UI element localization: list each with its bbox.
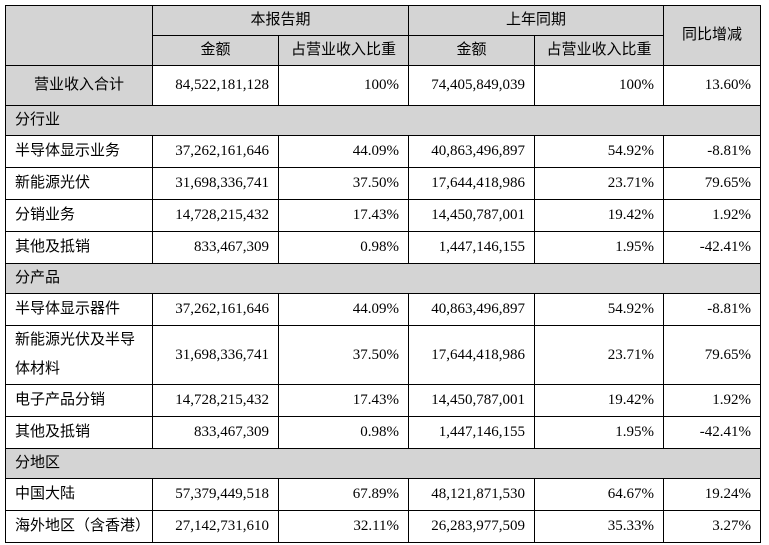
section-header-label: 分产品 xyxy=(4,263,762,294)
amount-current: 57,379,449,518 xyxy=(152,478,279,511)
amount-prior: 40,863,496,897 xyxy=(408,135,536,168)
header-row-periods: 本报告期 上年同期 同比增减 xyxy=(5,5,762,66)
row-label: 分销业务 xyxy=(5,199,153,232)
yoy-change: -42.41% xyxy=(663,231,762,264)
row-label: 半导体显示器件 xyxy=(5,293,153,326)
pct-current: 37.50% xyxy=(277,325,410,385)
amount-prior: 17,644,418,986 xyxy=(408,167,536,200)
table-row: 其他及抵销 833,467,309 0.98% 1,447,146,155 1.95% -… xyxy=(5,416,762,449)
amount-current: 833,467,309 xyxy=(152,231,279,264)
amount-current: 31,698,336,741 xyxy=(152,325,279,385)
table-row: 海外地区（含香港） 27,142,731,610 32.11% 26,283,977,… xyxy=(5,510,762,543)
pct-prior: 1.95% xyxy=(534,416,665,449)
pct-prior: 1.95% xyxy=(534,231,665,264)
pct-prior: 35.33% xyxy=(534,510,665,543)
pct-current: 44.09% xyxy=(277,293,410,326)
row-label: 营业收入合计 xyxy=(5,65,153,106)
yoy-change: 13.60% xyxy=(663,65,762,106)
corner-cell xyxy=(5,5,153,66)
pct-prior: 54.92% xyxy=(534,135,665,168)
row-label: 其他及抵销 xyxy=(5,231,153,264)
amount-prior: 14,450,787,001 xyxy=(408,199,536,232)
header-pct-prior: 占营业收入比重 xyxy=(534,35,665,66)
row-label: 其他及抵销 xyxy=(5,416,153,449)
yoy-change: 19.24% xyxy=(663,478,762,511)
table-row: 半导体显示器件 37,262,161,646 44.09% 40,863,496,89… xyxy=(5,293,762,326)
amount-current: 833,467,309 xyxy=(152,416,279,449)
amount-current: 31,698,336,741 xyxy=(152,167,279,200)
pct-current: 67.89% xyxy=(277,478,410,511)
amount-current: 37,262,161,646 xyxy=(152,293,279,326)
pct-prior: 19.42% xyxy=(534,199,665,232)
pct-prior: 19.42% xyxy=(534,384,665,417)
section-header-label: 分行业 xyxy=(4,105,762,136)
table-row: 半导体显示业务 37,262,161,646 44.09% 40,863,496,89… xyxy=(5,135,762,168)
pct-prior: 23.71% xyxy=(534,167,665,200)
pct-current: 32.11% xyxy=(277,510,410,543)
row-label: 海外地区（含香港） xyxy=(5,510,153,543)
yoy-change: -8.81% xyxy=(663,135,762,168)
table-row: 营业收入合计 84,522,181,128 100% 74,405,849,039 10… xyxy=(5,65,762,106)
row-label: 半导体显示业务 xyxy=(5,135,153,168)
pct-current: 37.50% xyxy=(277,167,410,200)
pct-current: 0.98% xyxy=(277,416,410,449)
pct-current: 17.43% xyxy=(277,199,410,232)
yoy-change: 79.65% xyxy=(663,167,762,200)
section-row: 分地区 xyxy=(4,448,762,479)
amount-prior: 1,447,146,155 xyxy=(408,416,536,449)
yoy-change: -42.41% xyxy=(663,416,762,449)
pct-prior: 100% xyxy=(534,65,665,106)
amount-prior: 40,863,496,897 xyxy=(408,293,536,326)
amount-current: 14,728,215,432 xyxy=(152,384,279,417)
yoy-change: 3.27% xyxy=(663,510,762,543)
table-row: 分销业务 14,728,215,432 17.43% 14,450,787,001 19… xyxy=(5,199,762,232)
amount-prior: 17,644,418,986 xyxy=(408,325,536,385)
row-label: 新能源光伏 xyxy=(5,167,153,200)
header-pct-current: 占营业收入比重 xyxy=(277,35,410,66)
amount-prior: 14,450,787,001 xyxy=(408,384,536,417)
header-amount-prior: 金额 xyxy=(408,35,536,66)
pct-current: 17.43% xyxy=(277,384,410,417)
pct-prior: 64.67% xyxy=(534,478,665,511)
amount-prior: 48,121,871,530 xyxy=(408,478,536,511)
header-yoy-change: 同比增减 xyxy=(663,5,762,66)
section-row: 分产品 xyxy=(4,263,762,294)
table-body: 营业收入合计 84,522,181,128 100% 74,405,849,039 10… xyxy=(4,65,762,543)
section-header-label: 分地区 xyxy=(4,448,762,479)
header-amount-current: 金额 xyxy=(152,35,279,66)
yoy-change: -8.81% xyxy=(663,293,762,326)
pct-prior: 23.71% xyxy=(534,325,665,385)
section-row: 分行业 xyxy=(4,105,762,136)
amount-current: 84,522,181,128 xyxy=(152,65,279,106)
pct-prior: 54.92% xyxy=(534,293,665,326)
table-row: 新能源光伏及半导体材料 31,698,336,741 37.50% 17,644,41… xyxy=(5,325,762,385)
amount-current: 27,142,731,610 xyxy=(152,510,279,543)
amount-prior: 74,405,849,039 xyxy=(408,65,536,106)
amount-prior: 1,447,146,155 xyxy=(408,231,536,264)
yoy-change: 1.92% xyxy=(663,384,762,417)
amount-current: 37,262,161,646 xyxy=(152,135,279,168)
amount-current: 14,728,215,432 xyxy=(152,199,279,232)
row-label: 中国大陆 xyxy=(5,478,153,511)
row-label: 新能源光伏及半导体材料 xyxy=(5,325,153,385)
header-prior-period: 上年同期 xyxy=(408,5,665,36)
revenue-table: 本报告期 上年同期 同比增减 金额 占营业收入比重 金额 占营业收入比重 营业收… xyxy=(4,5,762,543)
pct-current: 0.98% xyxy=(277,231,410,264)
amount-prior: 26,283,977,509 xyxy=(408,510,536,543)
table-row: 新能源光伏 31,698,336,741 37.50% 17,644,418,986 2… xyxy=(5,167,762,200)
table-row: 中国大陆 57,379,449,518 67.89% 48,121,871,530 64… xyxy=(5,478,762,511)
table-row: 其他及抵销 833,467,309 0.98% 1,447,146,155 1.95% -… xyxy=(5,231,762,264)
pct-current: 100% xyxy=(277,65,410,106)
table-row: 电子产品分销 14,728,215,432 17.43% 14,450,787,001… xyxy=(5,384,762,417)
pct-current: 44.09% xyxy=(277,135,410,168)
header-current-period: 本报告期 xyxy=(151,5,410,36)
row-label: 电子产品分销 xyxy=(5,384,153,417)
header-row-metrics: 金额 占营业收入比重 金额 占营业收入比重 xyxy=(6,35,761,66)
yoy-change: 1.92% xyxy=(663,199,762,232)
yoy-change: 79.65% xyxy=(663,325,762,385)
table-header: 本报告期 上年同期 同比增减 金额 占营业收入比重 金额 占营业收入比重 xyxy=(5,5,762,66)
